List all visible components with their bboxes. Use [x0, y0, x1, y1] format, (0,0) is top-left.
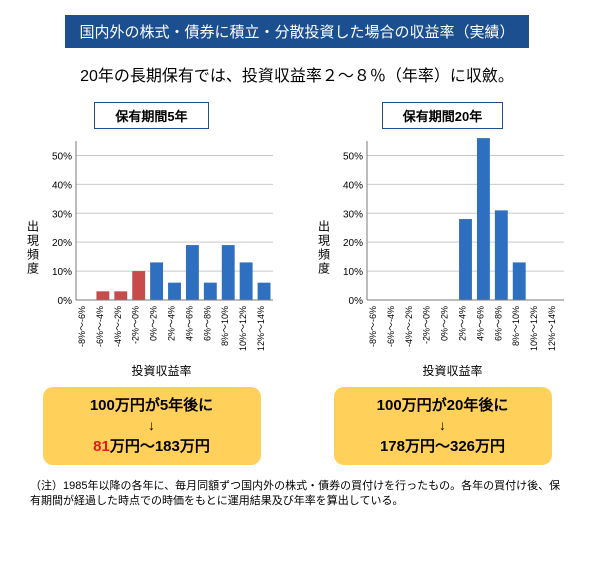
svg-text:6%～8%: 6%～8%: [202, 306, 212, 341]
result-20-arrow: ↓: [348, 416, 538, 436]
svg-text:12%～14%: 12%～14%: [256, 306, 266, 351]
svg-text:10%～12%: 10%～12%: [529, 306, 539, 351]
svg-text:10%～12%: 10%～12%: [238, 306, 248, 351]
svg-text:10%: 10%: [342, 267, 362, 278]
svg-text:-2%～0%: -2%～0%: [130, 306, 140, 344]
result-20-line1: 100万円が20年後に: [348, 395, 538, 416]
svg-text:4%～6%: 4%～6%: [184, 306, 194, 341]
svg-text:40%: 40%: [342, 180, 362, 191]
x-axis-label-5: 投資収益率: [131, 362, 191, 379]
y-axis-label-5: 出現頻度: [25, 220, 42, 276]
charts-row: 保有期間5年 出現頻度 0% 10% 20% 30% 40% 50% -8%～-6% -6%～…: [10, 102, 584, 465]
svg-text:30%: 30%: [342, 209, 362, 220]
svg-text:2%～4%: 2%～4%: [166, 306, 176, 341]
svg-text:-4%～-2%: -4%～-2%: [112, 306, 122, 347]
svg-text:0%: 0%: [348, 296, 363, 307]
svg-text:-6%～-4%: -6%～-4%: [94, 306, 104, 347]
svg-text:8%～10%: 8%～10%: [511, 306, 521, 346]
result-5-red: 81: [93, 438, 110, 455]
title-banner: 国内外の株式・債券に積立・分散投資した場合の収益率（実績）: [65, 15, 528, 48]
chart-5yr-col: 保有期間5年 出現頻度 0% 10% 20% 30% 40% 50% -8%～-6% -6%～…: [10, 102, 293, 465]
x-axis-label-20: 投資収益率: [422, 362, 482, 379]
svg-text:6%～8%: 6%～8%: [493, 306, 503, 341]
result-20-line3: 178万円～326万円: [348, 436, 538, 457]
y-axis-label-20: 出現頻度: [316, 220, 333, 276]
svg-text:8%～10%: 8%～10%: [220, 306, 230, 346]
result-5-rest: 万円～183万円: [110, 438, 210, 455]
svg-text:-4%～-2%: -4%～-2%: [403, 306, 413, 347]
result-5-arrow: ↓: [57, 416, 247, 436]
svg-text:0%: 0%: [57, 296, 72, 307]
result-box-5yr: 100万円が5年後に ↓ 81万円～183万円: [43, 387, 261, 465]
svg-text:0%～2%: 0%～2%: [148, 306, 158, 341]
chart-5yr-title: 保有期間5年: [94, 102, 208, 129]
svg-text:12%～14%: 12%～14%: [547, 306, 557, 351]
svg-text:50%: 50%: [342, 151, 362, 162]
chart-20yr-col: 保有期間20年 出現頻度 0% 10% 20% 30% 40% 50% -8%～-6% -6%…: [301, 102, 584, 465]
svg-text:30%: 30%: [51, 209, 71, 220]
svg-text:-8%～-6%: -8%～-6%: [367, 306, 377, 347]
result-5-line1: 100万円が5年後に: [57, 395, 247, 416]
footnote: （注）1985年以降の各年に、毎月同額ずつ国内外の株式・債券の買付けを行ったもの…: [30, 479, 564, 510]
svg-text:4%～6%: 4%～6%: [475, 306, 485, 341]
result-5-line3: 81万円～183万円: [57, 436, 247, 457]
svg-text:50%: 50%: [51, 151, 71, 162]
svg-text:20%: 20%: [51, 238, 71, 249]
svg-text:0%～2%: 0%～2%: [439, 306, 449, 341]
svg-text:2%～4%: 2%～4%: [457, 306, 467, 341]
svg-text:-2%～0%: -2%～0%: [421, 306, 431, 344]
svg-text:-8%～-6%: -8%～-6%: [76, 306, 86, 347]
result-box-20yr: 100万円が20年後に ↓ 178万円～326万円: [334, 387, 552, 465]
chart-5yr: 0% 10% 20% 30% 40% 50% -8%～-6% -6%～-4% -4%～-2% -2…: [44, 135, 279, 360]
chart-20yr-title: 保有期間20年: [382, 102, 503, 129]
svg-text:-6%～-4%: -6%～-4%: [385, 306, 395, 347]
subtitle: 20年の長期保有では、投資収益率２～８％（年率）に収斂。: [10, 62, 584, 86]
chart-20yr: 0% 10% 20% 30% 40% 50% -8%～-6% -6%～-4% -4%～-2% -2…: [335, 135, 570, 360]
svg-text:20%: 20%: [342, 238, 362, 249]
svg-text:10%: 10%: [51, 267, 71, 278]
svg-text:40%: 40%: [51, 180, 71, 191]
